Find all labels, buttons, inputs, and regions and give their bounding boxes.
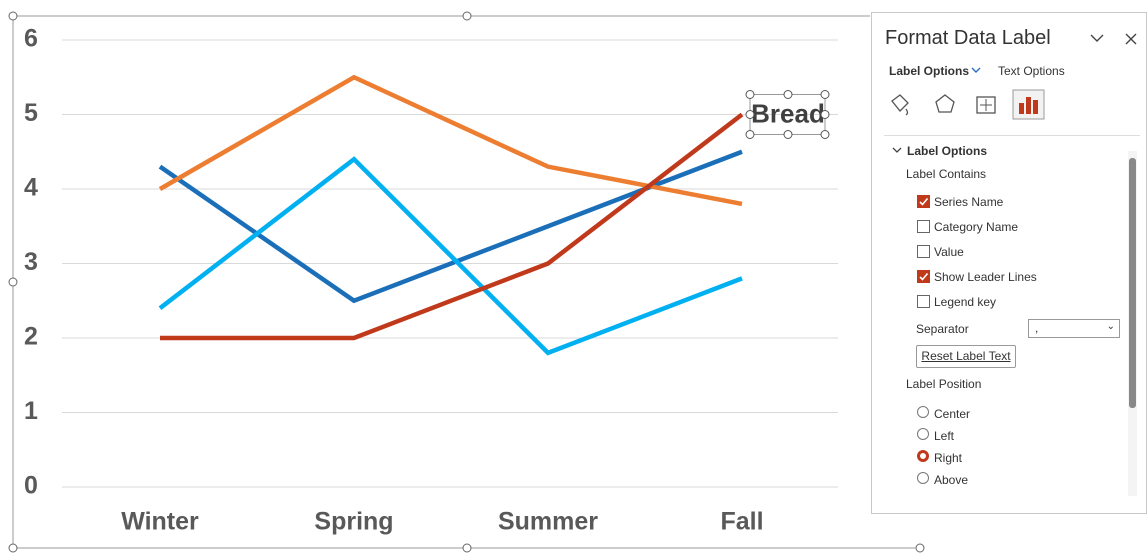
tab-label-options[interactable]: Label Options [889, 64, 970, 78]
x-tick-label: Winter [121, 508, 199, 536]
position-heading: Label Position [906, 377, 982, 391]
separator-label: Separator [916, 322, 969, 336]
checkbox[interactable] [917, 245, 930, 258]
y-tick-label: 1 [24, 397, 38, 425]
section-heading[interactable]: Label Options [907, 144, 988, 158]
label-handle [745, 130, 755, 139]
checkbox-label: Category Name [934, 220, 1019, 234]
y-tick-label: 2 [24, 323, 38, 351]
radio[interactable] [917, 472, 929, 484]
panel-title: Format Data Label [885, 27, 1051, 49]
radio-label: Center [934, 407, 971, 421]
x-tick-label: Spring [314, 508, 393, 536]
checkbox-label: Legend key [934, 295, 997, 309]
radio[interactable] [917, 450, 929, 462]
collapse-button[interactable] [1090, 33, 1104, 43]
label-handle [783, 90, 793, 99]
label-handle [783, 130, 793, 139]
chart-frame [12, 15, 870, 549]
label-handle [820, 110, 830, 119]
x-tick-label: Summer [498, 508, 598, 536]
label-handle [745, 90, 755, 99]
checkbox-label: Show Leader Lines [934, 270, 1037, 284]
label-handle [820, 90, 830, 99]
series-line [158, 74, 743, 207]
icon-row [891, 89, 1045, 120]
section-caret [892, 147, 902, 153]
data-label: Bread [745, 90, 830, 139]
radio-label: Above [934, 473, 969, 487]
series-line [158, 156, 743, 356]
y-tick-label: 6 [24, 25, 38, 53]
checkbox[interactable] [917, 270, 930, 283]
y-tick-label: 3 [24, 248, 38, 276]
y-tick-label: 0 [24, 472, 38, 500]
checkbox-label: Value [934, 245, 964, 259]
reset-button[interactable]: Reset Label Text [916, 345, 1016, 368]
radio-label: Right [934, 451, 963, 465]
series-line [158, 149, 743, 304]
tab-caret [971, 67, 981, 73]
checkbox-label: Series Name [934, 195, 1004, 209]
selection-handles [8, 11, 472, 553]
radio[interactable] [917, 428, 929, 440]
tab-text-options[interactable]: Text Options [998, 64, 1065, 78]
label-handle [820, 130, 830, 139]
series-name-label: Bread [751, 98, 825, 128]
checkbox[interactable] [917, 295, 930, 308]
series-line [160, 112, 744, 341]
y-tick-label: 4 [24, 174, 38, 202]
radio[interactable] [917, 406, 929, 418]
contains-heading: Label Contains [906, 167, 987, 181]
format-panel: Format Data Label Label Options Text Opt… [871, 12, 1147, 514]
scrollbar[interactable] [1128, 151, 1137, 496]
x-tick-label: Fall [720, 508, 763, 536]
checkbox[interactable] [917, 220, 930, 233]
chart-frame-edge [870, 543, 925, 553]
label-handle [745, 110, 755, 119]
y-tick-label: 5 [24, 99, 38, 127]
close-button[interactable] [1125, 33, 1137, 45]
checkbox[interactable] [917, 195, 930, 208]
radio-label: Left [934, 429, 955, 443]
separator-value: , [1035, 321, 1039, 335]
separator-dropdown[interactable]: , ⌄ [1028, 319, 1120, 338]
chart: 0 1 2 3 4 5 6 Winter Spring Summer Fall Bread [8, 11, 870, 553]
